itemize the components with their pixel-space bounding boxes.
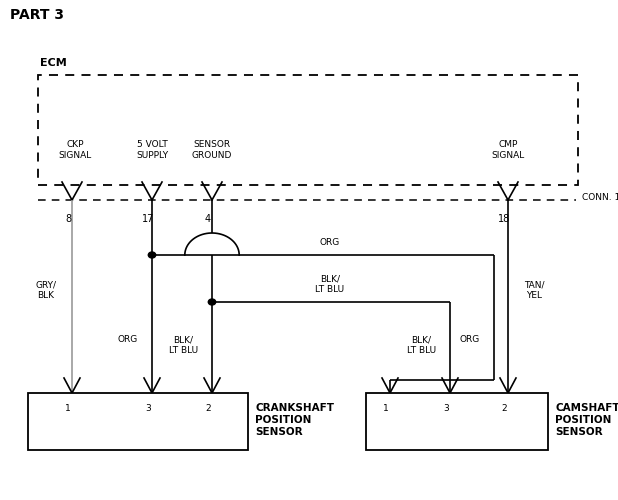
Text: 18: 18	[498, 214, 510, 224]
Text: CRANKSHAFT
POSITION
SENSOR: CRANKSHAFT POSITION SENSOR	[255, 404, 334, 436]
Text: 17: 17	[142, 214, 154, 224]
Text: CKP
SIGNAL: CKP SIGNAL	[58, 140, 91, 160]
Bar	[38, 75, 578, 185]
Text: PART 3: PART 3	[10, 8, 64, 22]
Text: 2: 2	[501, 404, 507, 413]
Bar	[366, 393, 548, 450]
Text: ORG: ORG	[320, 238, 340, 247]
Text: 3: 3	[145, 404, 151, 413]
Text: ORG: ORG	[460, 336, 480, 344]
Text: CONN. 1: CONN. 1	[582, 193, 618, 202]
Text: 2: 2	[205, 404, 211, 413]
Text: ECM: ECM	[40, 58, 67, 68]
Text: 4: 4	[205, 214, 211, 224]
Text: TAN/
YEL: TAN/ YEL	[524, 280, 544, 299]
Text: 8: 8	[65, 214, 71, 224]
Text: BLK/
LT BLU: BLK/ LT BLU	[315, 274, 345, 294]
Text: 1: 1	[383, 404, 389, 413]
Text: CAMSHAFT
POSITION
SENSOR: CAMSHAFT POSITION SENSOR	[555, 404, 618, 436]
Text: CMP
SIGNAL: CMP SIGNAL	[491, 140, 525, 160]
Circle shape	[208, 299, 216, 305]
Text: ORG: ORG	[118, 336, 138, 344]
Text: 3: 3	[443, 404, 449, 413]
Bar	[28, 393, 248, 450]
Text: GRY/
BLK: GRY/ BLK	[35, 280, 56, 299]
Text: BLK/
LT BLU: BLK/ LT BLU	[169, 336, 198, 354]
Text: SENSOR
GROUND: SENSOR GROUND	[192, 140, 232, 160]
Text: BLK/
LT BLU: BLK/ LT BLU	[407, 336, 436, 354]
Text: easyautodiagnostics.com: easyautodiagnostics.com	[225, 124, 393, 136]
Circle shape	[148, 252, 156, 258]
Text: 5 VOLT
SUPPLY: 5 VOLT SUPPLY	[136, 140, 168, 160]
Text: 1: 1	[65, 404, 71, 413]
